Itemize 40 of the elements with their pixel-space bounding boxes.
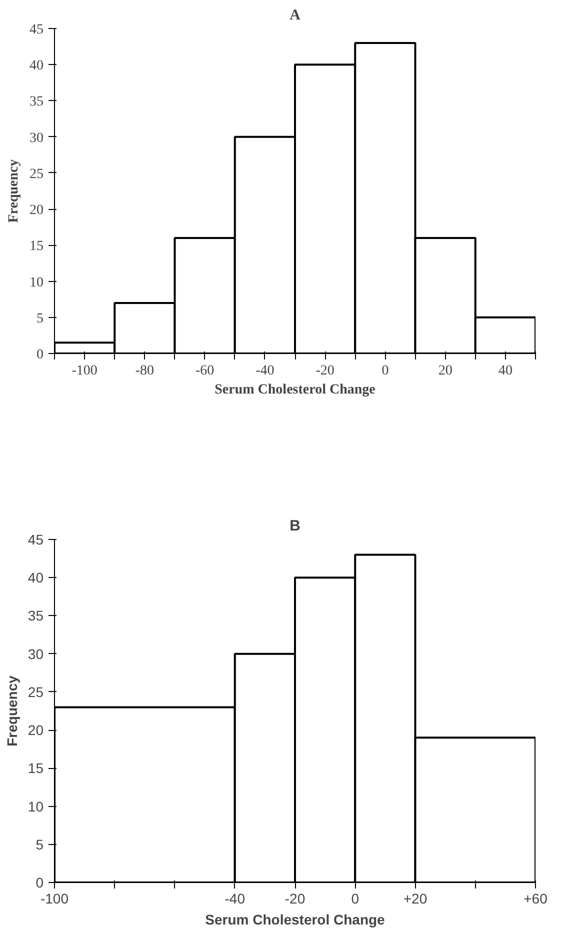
x-tick-label: -80: [135, 364, 154, 378]
y-tick-label: 30: [28, 646, 44, 662]
x-tick-label: 20: [438, 364, 452, 378]
x-tick-label: 0: [351, 890, 360, 906]
y-tick-label: 15: [28, 760, 44, 776]
y-tick-label: 10: [28, 798, 44, 814]
y-tick-label: 10: [30, 275, 44, 290]
x-tick-label: 40: [498, 364, 512, 378]
y-tick-label: 5: [36, 836, 44, 852]
x-axis-title: Serum Cholesterol Change: [214, 382, 376, 398]
y-axis-title: Frequency: [6, 159, 22, 223]
y-tick-label: 15: [30, 239, 44, 254]
y-tick-label: 25: [30, 166, 44, 182]
x-tick-label: -100: [40, 890, 69, 906]
y-axis-title: Frequency: [4, 675, 20, 746]
x-tick-label: -40: [256, 364, 274, 378]
y-tick-label: 20: [28, 722, 44, 738]
y-tick-label: 45: [30, 22, 44, 38]
y-tick-label: 20: [30, 203, 44, 218]
y-tick-label: 45: [28, 532, 44, 548]
y-tick-label: 25: [28, 684, 44, 700]
y-tick-label: 40: [30, 58, 44, 74]
y-tick-label: 30: [30, 130, 44, 146]
x-axis-title: Serum Cholesterol Change: [205, 912, 386, 928]
y-tick-label: 35: [28, 608, 44, 624]
x-tick-label: +20: [403, 890, 428, 906]
y-tick-label: 5: [36, 311, 44, 326]
chart-title: B: [290, 518, 301, 534]
x-tick-label: +60: [524, 890, 548, 906]
chart-title: A: [290, 8, 301, 24]
x-tick-label: -20: [284, 890, 306, 906]
x-tick-label: -20: [316, 364, 334, 378]
x-tick-label: -40: [224, 890, 246, 906]
y-tick-label: 40: [28, 570, 44, 586]
y-tick-label: 0: [36, 874, 44, 890]
x-tick-label: 0: [382, 364, 389, 378]
y-tick-label: 0: [36, 348, 44, 362]
x-tick-label: -100: [72, 364, 98, 378]
y-tick-label: 35: [30, 94, 44, 110]
x-tick-label: -60: [195, 364, 214, 378]
